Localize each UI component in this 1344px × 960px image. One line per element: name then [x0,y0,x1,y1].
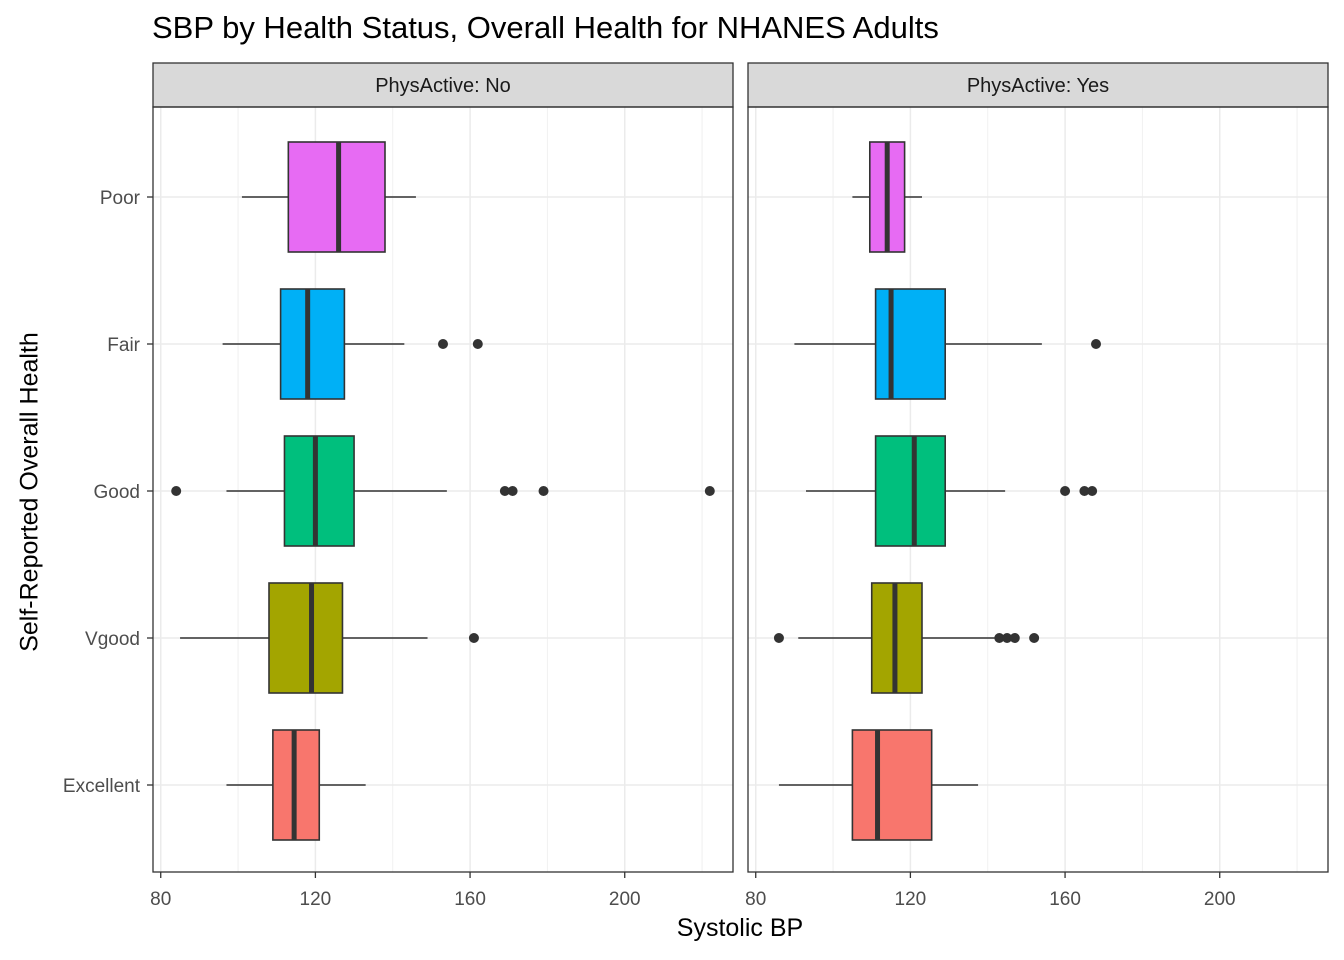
panel-background [748,107,1328,872]
x-tick-label: 200 [609,889,641,910]
x-tick-label: 120 [300,889,332,910]
outlier-point [507,486,518,496]
box-fair [874,288,946,400]
panel-border [152,106,734,873]
x-tick-label: 200 [1204,889,1236,910]
x-tick-label: 80 [745,889,766,910]
y-tick-label: Excellent [63,776,141,797]
outlier-point [499,486,510,496]
outlier-point [1079,486,1090,496]
outlier-point [1029,633,1040,643]
y-tick-label: Fair [107,335,140,356]
outlier-point [1091,339,1101,349]
x-tick-label: 120 [895,889,927,910]
outlier-point [438,339,448,349]
outlier-point [171,486,182,496]
x-tick-label: 160 [1049,889,1081,910]
outlier-point [1002,633,1013,643]
panel-background [153,107,733,872]
outlier-point [773,633,784,643]
outlier-point [704,486,715,496]
y-axis-label: Self-Reported Overall Health [15,332,44,652]
chart-title: SBP by Health Status, Overall Health for… [152,10,939,45]
outlier-point [468,633,479,643]
x-tick-label: 160 [454,889,486,910]
facet-strip-label: PhysActive: Yes [967,75,1109,97]
box-fair [279,288,346,400]
outlier-point [1060,486,1071,496]
y-tick-label: Poor [100,188,141,209]
box-vgood [268,582,344,694]
y-tick-label: Good [94,482,140,503]
box-excellent [851,729,933,841]
y-tick-label: Vgood [85,629,140,650]
x-axis-label: Systolic BP [676,914,804,942]
panel-border [747,106,1329,873]
outlier-point [994,633,1005,643]
outlier-point [538,486,549,496]
outlier-point [1009,633,1020,643]
box-good [874,435,946,547]
outlier-point [1087,486,1098,496]
outlier-point [472,339,483,349]
x-tick-label: 80 [150,889,171,910]
facet-strip-label: PhysActive: No [375,75,511,97]
box-good [283,435,355,547]
